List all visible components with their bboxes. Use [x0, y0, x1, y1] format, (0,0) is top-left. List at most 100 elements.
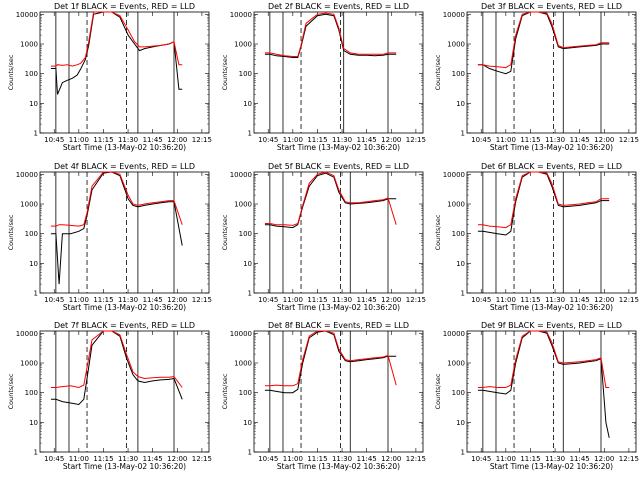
x-tick-label: 12:15: [406, 455, 426, 463]
chart-panel: Det 2f BLACK = Events, RED = LLD 1 10 100 10…: [221, 2, 426, 152]
x-axis-label: Start Time (13-May-02 10:36:20): [490, 143, 613, 152]
series-line: [477, 11, 610, 75]
y-tick-label: 1: [248, 449, 252, 457]
x-tick-label: 11:30: [332, 455, 352, 463]
chart-title: Det 6f BLACK = Events, RED = LLD: [481, 162, 622, 171]
y-tick-label: 10: [243, 100, 252, 108]
y-tick-label: 100: [452, 230, 465, 238]
series-line: [264, 12, 397, 57]
y-tick-label: 10: [29, 100, 38, 108]
chart-title: Det 1f BLACK = Events, RED = LLD: [54, 2, 195, 11]
y-tick-label: 1000: [20, 41, 38, 49]
y-axis-label: Counts/sec: [434, 54, 442, 90]
y-tick-label: 10: [243, 419, 252, 427]
y-axis-label: Counts/sec: [7, 214, 15, 250]
plot-frame: [466, 171, 637, 294]
x-tick-label: 12:00: [381, 136, 401, 144]
x-tick-label: 11:45: [570, 136, 590, 144]
chart-panel: Det 1f BLACK = Events, RED = LLD 1 10 100 10…: [7, 2, 212, 152]
x-tick-label: 10:45: [471, 296, 491, 304]
x-tick-label: 11:30: [545, 136, 565, 144]
x-tick-label: 11:15: [93, 136, 113, 144]
x-tick-label: 11:15: [93, 296, 113, 304]
x-tick-label: 10:45: [44, 455, 64, 463]
x-tick-label: 12:00: [594, 455, 614, 463]
chart-title: Det 8f BLACK = Events, RED = LLD: [268, 321, 409, 330]
x-tick-label: 10:45: [258, 455, 278, 463]
chart-panel: Det 6f BLACK = Events, RED = LLD 1 10 100 10…: [434, 162, 639, 312]
chart-panel: Det 9f BLACK = Events, RED = LLD 1 10 100 10…: [434, 321, 639, 471]
y-tick-label: 100: [25, 389, 38, 397]
series-line: [264, 171, 397, 226]
y-tick-label: 1: [34, 449, 38, 457]
x-tick-label: 11:15: [93, 455, 113, 463]
y-tick-label: 10000: [230, 171, 252, 179]
y-tick-label: 10000: [230, 11, 252, 19]
x-axis-label: Start Time (13-May-02 10:36:20): [277, 462, 400, 471]
x-tick-label: 11:45: [357, 455, 377, 463]
chart-panel: Det 3f BLACK = Events, RED = LLD 1 10 100 10…: [434, 2, 639, 152]
x-tick-label: 11:45: [143, 296, 163, 304]
plot-frame: [39, 11, 210, 134]
x-tick-label: 12:00: [167, 455, 187, 463]
x-tick-label: 10:45: [471, 136, 491, 144]
x-tick-label: 11:45: [357, 296, 377, 304]
x-tick-label: 11:30: [332, 136, 352, 144]
x-tick-label: 11:45: [570, 296, 590, 304]
y-axis-label: Counts/sec: [7, 54, 15, 90]
y-axis-label: Counts/sec: [221, 214, 229, 250]
chart-title: Det 2f BLACK = Events, RED = LLD: [268, 2, 409, 11]
y-tick-label: 10000: [16, 171, 38, 179]
x-axis-label: Start Time (13-May-02 10:36:20): [63, 143, 186, 152]
series-line: [50, 171, 183, 227]
chart-title: Det 4f BLACK = Events, RED = LLD: [54, 162, 195, 171]
y-axis-label: Counts/sec: [7, 373, 15, 409]
x-tick-label: 12:00: [167, 136, 187, 144]
x-tick-label: 11:15: [307, 136, 327, 144]
x-tick-label: 11:00: [283, 455, 303, 463]
x-tick-label: 10:45: [258, 136, 278, 144]
x-tick-label: 12:00: [594, 136, 614, 144]
x-tick-label: 11:30: [118, 136, 138, 144]
y-axis-label: Counts/sec: [221, 373, 229, 409]
chart-panel: Det 8f BLACK = Events, RED = LLD 1 10 100 10…: [221, 321, 426, 471]
y-tick-label: 10000: [443, 171, 465, 179]
y-tick-label: 1000: [234, 360, 252, 368]
y-tick-label: 1000: [447, 201, 465, 209]
plot-frame: [253, 11, 424, 134]
series-line: [50, 11, 183, 95]
x-tick-label: 12:15: [406, 296, 426, 304]
x-tick-label: 12:15: [619, 455, 639, 463]
y-tick-label: 1000: [447, 360, 465, 368]
y-tick-label: 100: [452, 389, 465, 397]
x-axis-label: Start Time (13-May-02 10:36:20): [490, 303, 613, 312]
y-tick-label: 1: [248, 290, 252, 298]
x-tick-label: 11:00: [496, 296, 516, 304]
x-tick-label: 10:45: [44, 136, 64, 144]
x-tick-label: 12:15: [192, 455, 212, 463]
x-axis-label: Start Time (13-May-02 10:36:20): [63, 303, 186, 312]
y-axis-label: Counts/sec: [434, 373, 442, 409]
y-tick-label: 10000: [16, 330, 38, 338]
y-tick-label: 1: [461, 449, 465, 457]
y-tick-label: 10: [29, 260, 38, 268]
y-tick-label: 1000: [234, 201, 252, 209]
x-tick-label: 12:00: [381, 296, 401, 304]
y-tick-label: 100: [25, 230, 38, 238]
x-tick-label: 11:15: [307, 296, 327, 304]
x-tick-label: 10:45: [471, 455, 491, 463]
y-tick-label: 10: [456, 100, 465, 108]
x-tick-label: 11:45: [570, 455, 590, 463]
y-tick-label: 1: [461, 290, 465, 298]
y-tick-label: 100: [239, 230, 252, 238]
y-tick-label: 1000: [20, 201, 38, 209]
plot-frame: [253, 171, 424, 294]
y-tick-label: 1: [461, 130, 465, 138]
chart-panel: Det 4f BLACK = Events, RED = LLD 1 10 100 10…: [7, 162, 212, 312]
y-tick-label: 10000: [443, 330, 465, 338]
series-line: [477, 11, 610, 69]
x-tick-label: 11:00: [69, 455, 89, 463]
x-tick-label: 12:15: [619, 296, 639, 304]
y-tick-label: 1: [34, 290, 38, 298]
x-tick-label: 11:00: [283, 296, 303, 304]
